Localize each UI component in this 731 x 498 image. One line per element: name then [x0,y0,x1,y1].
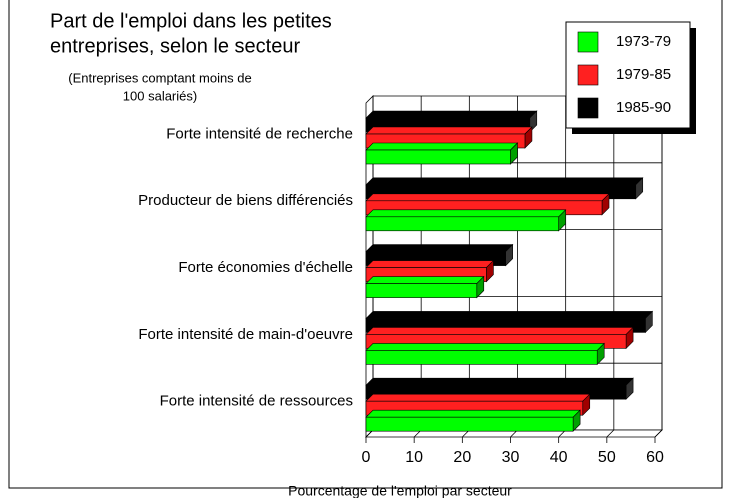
legend-swatch [577,97,599,119]
legend-swatch [577,64,599,86]
y-tick-label: Forte intensité de ressources [160,393,353,410]
x-tick-label: 10 [405,449,423,466]
bar [365,283,478,298]
chart-title: entreprises, selon le secteur [50,35,300,57]
bar-top [365,177,644,186]
bar-top [365,377,634,386]
bar-top [365,142,519,151]
x-tick-label: 60 [646,449,664,466]
chart-subtitle: (Entreprises comptant moins de [68,70,252,85]
bar-top [365,327,634,335]
bar-top [365,260,495,268]
frame [8,0,723,489]
legend-swatch [577,31,599,53]
legend-label: 1979-85 [616,66,671,83]
chart-subtitle: 100 salariés) [123,88,197,103]
bar-top [365,244,514,252]
x-tick-label: 20 [453,449,471,466]
x-tick-label: 40 [550,449,568,466]
x-tick [606,429,615,438]
legend-label: 1973-79 [616,33,671,50]
bar-top [365,110,538,119]
y-tick-label: Forte économies d'échelle [178,259,353,276]
x-tick-label: 30 [502,449,520,466]
bar [365,216,559,232]
bar-top [365,193,610,202]
bar-top [365,311,654,319]
bar-top [365,343,605,351]
chart-title: Part de l'emploi dans les petites [50,10,332,32]
bar [365,416,574,432]
bar [365,350,598,365]
y-tick-label: Forte intensité de recherche [166,125,353,142]
bar-top [365,409,581,418]
bar-top [365,126,533,135]
bar-top [365,276,485,284]
x-axis-title: Pourcentage de l'emploi par secteur [288,483,512,498]
y-tick-label: Forte intensité de main-d'oeuvre [138,326,353,343]
x-tick [654,429,663,438]
legend-label: 1985-90 [616,99,671,116]
bar-top [365,393,591,402]
bar-top [365,209,567,218]
bar [365,149,511,165]
x-tick-label: 0 [362,449,371,466]
x-tick-label: 50 [598,449,616,466]
y-tick-label: Producteur de biens différenciés [138,192,353,209]
